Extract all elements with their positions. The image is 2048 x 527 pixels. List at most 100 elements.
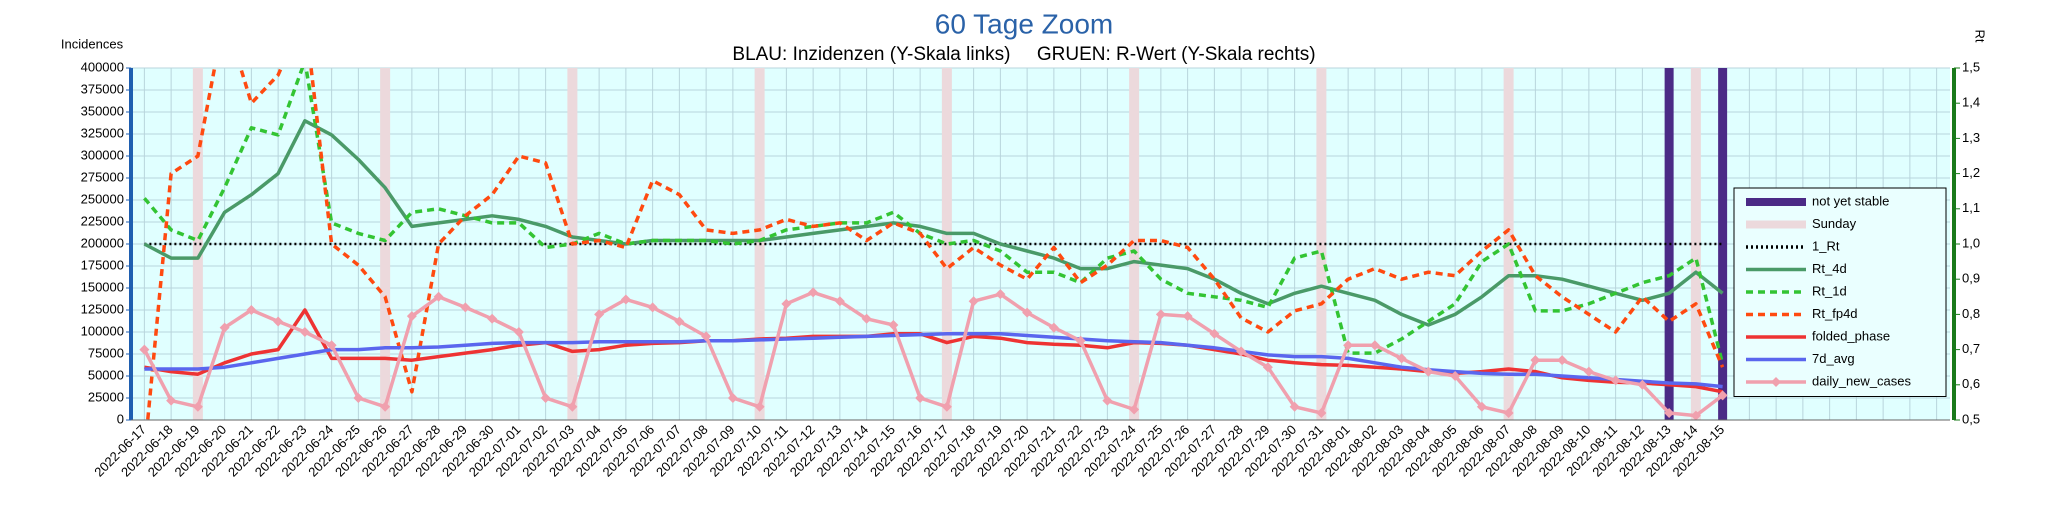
point-marker [781,298,792,309]
point-marker [1182,311,1193,322]
y2-tick-label: 0,5 [1962,411,1980,426]
point-marker [1503,407,1514,418]
point-marker [1048,322,1059,333]
legend-label: not yet stable [1812,193,1889,208]
point-marker [995,289,1006,300]
point-marker [1155,309,1166,320]
point-marker [1022,307,1033,318]
point-marker [1717,390,1728,401]
point-marker [380,401,391,412]
bar [941,68,952,420]
y-tick-label: 0 [117,411,124,426]
point-marker [1450,371,1461,381]
legend-label: Rt_1d [1812,283,1847,298]
y-tick-label: 25000 [88,389,124,404]
point-marker [139,344,150,355]
point-marker [1236,346,1247,357]
point-marker [754,401,765,412]
point-marker [968,296,979,307]
line-series [142,290,1724,418]
line-series [145,68,1725,420]
y-tick-label: 75000 [88,345,124,360]
y-tick-label: 375000 [81,81,124,96]
point-marker [1209,328,1220,339]
point-marker [192,401,203,412]
legend: not yet stable Sunday 1_Rt Rt_4d Rt_1d Rt_fp4… [1733,187,1947,397]
y-tick-label: 250000 [81,191,124,206]
y-tick-label: 325000 [81,125,124,140]
point-marker [1075,335,1086,346]
bar [1718,68,1728,420]
y2-tick-label: 0,7 [1962,341,1980,356]
point-marker [353,393,364,403]
y2-tick-label: 0,6 [1962,376,1980,391]
y-tick-label: 175000 [81,257,124,272]
y-tick-label: 350000 [81,103,124,118]
point-marker [1530,355,1541,366]
point-marker [273,316,284,327]
point-marker [1583,366,1594,377]
point-marker [1289,401,1300,412]
chart-title: 60 Tage Zoom [935,8,1114,39]
point-marker [1316,407,1327,418]
y-tick-label: 125000 [81,301,124,316]
point-marker [1262,362,1273,373]
point-marker [1129,404,1140,415]
point-marker [433,291,444,302]
point-marker [727,393,738,403]
point-marker [647,302,658,313]
point-marker [594,309,605,320]
lines [139,68,1728,420]
point-marker [567,401,578,412]
y-axis-label: Incidences [61,36,124,51]
y-tick-label: 400000 [81,59,124,74]
point-marker [487,313,498,324]
legend-label: folded_phase [1812,328,1890,343]
line-series [144,332,1723,389]
point-marker [246,305,257,315]
y-tick-label: 100000 [81,323,124,338]
point-marker [888,319,899,330]
point-marker [1423,366,1434,377]
legend-label: Rt_fp4d [1812,306,1858,321]
point-marker [861,313,872,324]
point-marker [808,287,819,298]
point-marker [1369,340,1380,351]
point-marker [326,340,337,351]
point-marker [1476,401,1487,412]
y2-tick-label: 1,4 [1962,95,1980,110]
legend-label: daily_new_cases [1812,373,1912,388]
point-marker [406,311,417,322]
y-tick-label: 150000 [81,279,124,294]
y2-tick-label: 1,2 [1962,165,1980,180]
y-tick-label: 275000 [81,169,124,184]
legend-label: 1_Rt [1812,238,1840,253]
point-marker [1102,395,1113,406]
y-tick-label: 225000 [81,213,124,228]
point-marker [1610,375,1621,386]
y2-tick-label: 0,9 [1962,271,1980,286]
y2-tick-label: 1,0 [1962,235,1980,250]
point-marker [460,302,471,313]
point-marker [540,393,551,403]
y2-tick-label: 1,5 [1962,59,1980,74]
legend-marker [1771,377,1781,387]
bar [1129,68,1140,420]
point-marker [1690,410,1701,420]
legend-label: 7d_avg [1812,351,1855,366]
line-series [143,68,1725,365]
point-marker [674,316,685,327]
point-marker [299,327,310,337]
y-tick-label: 300000 [81,147,124,162]
point-marker [915,393,926,403]
bar [1664,68,1674,420]
point-marker [1343,340,1354,351]
y2-tick-label: 1,3 [1962,130,1980,145]
point-marker [166,395,177,406]
point-marker [1637,379,1648,390]
point-marker [1557,355,1568,366]
y2-tick-label: 0,8 [1962,306,1980,321]
point-marker [1664,407,1675,418]
